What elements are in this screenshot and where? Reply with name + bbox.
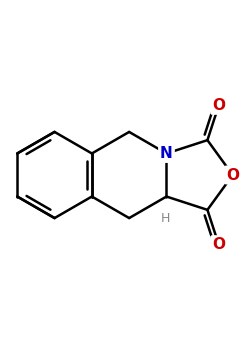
Text: O: O [226, 168, 239, 182]
Text: H: H [161, 212, 170, 225]
Text: N: N [160, 146, 173, 161]
Text: O: O [212, 98, 225, 113]
Text: O: O [212, 237, 225, 252]
